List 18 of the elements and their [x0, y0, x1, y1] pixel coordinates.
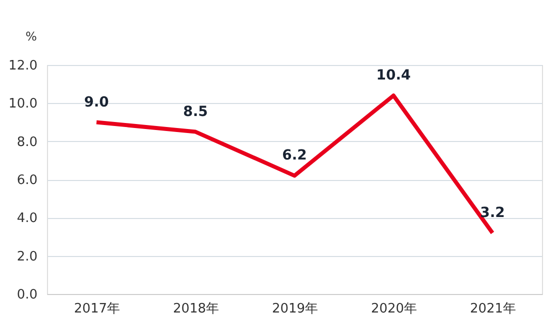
text: 8.5 — [183, 104, 208, 120]
text: 9.0 — [84, 94, 109, 110]
y-tick-label: 10.0 — [8, 96, 38, 112]
y-axis-title: % — [26, 30, 37, 44]
text: 3.2 — [480, 204, 505, 221]
y-tick-label: 12.0 — [8, 58, 38, 74]
y-tick-label: 4.0 — [16, 211, 38, 226]
text: 10.4 — [376, 68, 411, 84]
x-tick-label: 2019年 — [272, 302, 318, 316]
y-tick-label: 6.0 — [16, 173, 38, 188]
text: 6.2 — [282, 148, 307, 164]
y-tick-label: 2.0 — [16, 249, 38, 264]
x-tick-label: 2018年 — [172, 302, 220, 316]
x-tick-label: 2020年 — [370, 302, 418, 316]
y-tick-label: 0.0 — [16, 288, 38, 302]
x-tick-label: 2017年 — [74, 302, 120, 316]
y-tick-label: 8.0 — [16, 134, 38, 150]
x-tick-label: 2021年 — [470, 302, 516, 316]
